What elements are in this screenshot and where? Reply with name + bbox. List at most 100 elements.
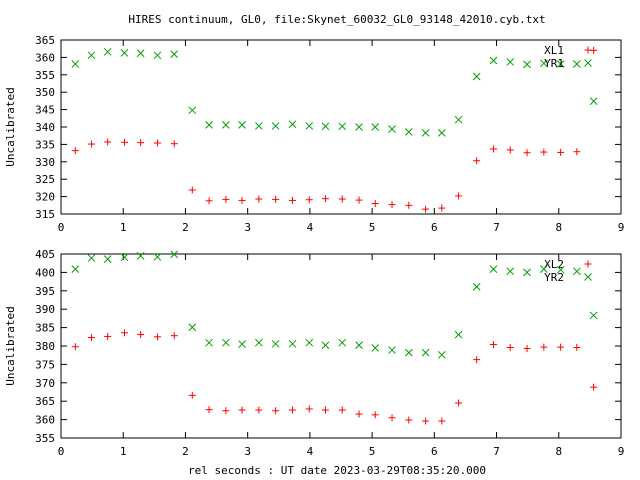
- data-point: [338, 406, 346, 414]
- top-legend-marker: [584, 46, 592, 54]
- data-point: [288, 339, 297, 348]
- top-x-tick-label: 0: [58, 221, 65, 234]
- data-point: [589, 311, 598, 320]
- data-point: [422, 205, 430, 213]
- top-x-tick-label: 9: [618, 221, 625, 234]
- data-point: [205, 406, 213, 414]
- data-point: [371, 200, 379, 208]
- data-point: [205, 338, 213, 347]
- bottom-x-tick-label: 6: [431, 445, 438, 458]
- data-point: [540, 148, 548, 156]
- bottom-series-xl2: [71, 329, 598, 425]
- bottom-x-tick-label: 4: [307, 445, 314, 458]
- bottom-legend-marker: [584, 273, 592, 281]
- data-point: [255, 122, 263, 130]
- top-y-tick-label: 320: [35, 191, 55, 204]
- data-point: [556, 60, 565, 68]
- data-point: [573, 148, 581, 156]
- data-point: [523, 268, 531, 277]
- data-point: [489, 265, 498, 273]
- data-point: [355, 410, 363, 418]
- top-x-tick-label: 3: [244, 221, 251, 234]
- data-point: [222, 407, 230, 415]
- top-x-tick-label: 7: [493, 221, 500, 234]
- data-point: [153, 51, 162, 60]
- bottom-series-yr2: [71, 250, 598, 359]
- top-y-tick-label: 360: [35, 51, 55, 64]
- data-point: [388, 201, 396, 209]
- top-x-tick-label: 1: [120, 221, 127, 234]
- data-point: [188, 186, 196, 194]
- data-point: [338, 338, 347, 347]
- data-point: [573, 343, 581, 351]
- data-point: [388, 414, 396, 422]
- bottom-y-tick-label: 400: [35, 266, 55, 279]
- data-point: [422, 417, 430, 425]
- top-series-yr1: [71, 47, 598, 137]
- top-x-tick-label: 4: [307, 221, 314, 234]
- bottom-x-tick-label: 2: [182, 445, 189, 458]
- data-point: [589, 97, 598, 106]
- top-y-tick-label: 315: [35, 208, 55, 221]
- data-point: [473, 157, 481, 165]
- data-point: [421, 348, 430, 357]
- data-point: [222, 338, 230, 347]
- data-point: [87, 334, 95, 342]
- data-point: [539, 59, 548, 68]
- data-point: [590, 383, 598, 391]
- data-point: [321, 122, 330, 131]
- top-x-tick-label: 5: [369, 221, 376, 234]
- data-point: [255, 195, 263, 203]
- data-point: [523, 60, 531, 69]
- data-point: [153, 253, 162, 261]
- data-point: [572, 267, 581, 276]
- data-point: [104, 138, 112, 146]
- data-point: [472, 282, 481, 291]
- data-point: [205, 121, 213, 129]
- data-point: [71, 343, 79, 351]
- data-point: [120, 138, 128, 146]
- data-point: [338, 122, 347, 131]
- top-legend-label: XL1: [544, 44, 564, 57]
- data-point: [305, 338, 314, 347]
- data-point: [238, 406, 246, 414]
- data-point: [272, 195, 280, 203]
- top-y-tick-label: 355: [35, 69, 55, 82]
- bottom-x-tick-label: 5: [369, 445, 376, 458]
- top-y-tick-label: 335: [35, 138, 55, 151]
- data-point: [103, 255, 112, 264]
- bottom-x-tick-label: 3: [244, 445, 251, 458]
- data-point: [523, 149, 531, 157]
- data-point: [404, 348, 413, 357]
- data-point: [153, 139, 161, 147]
- top-series-xl1: [71, 46, 598, 213]
- data-point: [87, 140, 95, 148]
- top-x-tick-label: 6: [431, 221, 438, 234]
- data-point: [473, 356, 481, 364]
- data-point: [557, 148, 565, 156]
- top-x-tick-label: 8: [555, 221, 562, 234]
- bottom-y-tick-label: 405: [35, 248, 55, 261]
- data-point: [120, 253, 129, 262]
- data-point: [271, 339, 280, 348]
- data-point: [355, 341, 363, 350]
- bottom-x-tick-label: 8: [555, 445, 562, 458]
- bottom-panel: 355 360 365 370 375 380 385 390 395 400 405 0 1 2 3 4 5 6…: [4, 248, 624, 458]
- data-point: [71, 147, 79, 155]
- bottom-x-tick-label: 0: [58, 445, 65, 458]
- data-point: [71, 265, 80, 273]
- data-point: [137, 331, 145, 339]
- data-point: [104, 332, 112, 340]
- data-point: [222, 121, 230, 129]
- data-point: [454, 330, 463, 339]
- data-point: [272, 407, 280, 415]
- data-point: [136, 251, 145, 260]
- data-point: [355, 123, 363, 131]
- data-point: [338, 195, 346, 203]
- data-point: [136, 49, 145, 58]
- data-point: [556, 265, 565, 274]
- data-point: [388, 346, 396, 354]
- data-point: [321, 406, 329, 414]
